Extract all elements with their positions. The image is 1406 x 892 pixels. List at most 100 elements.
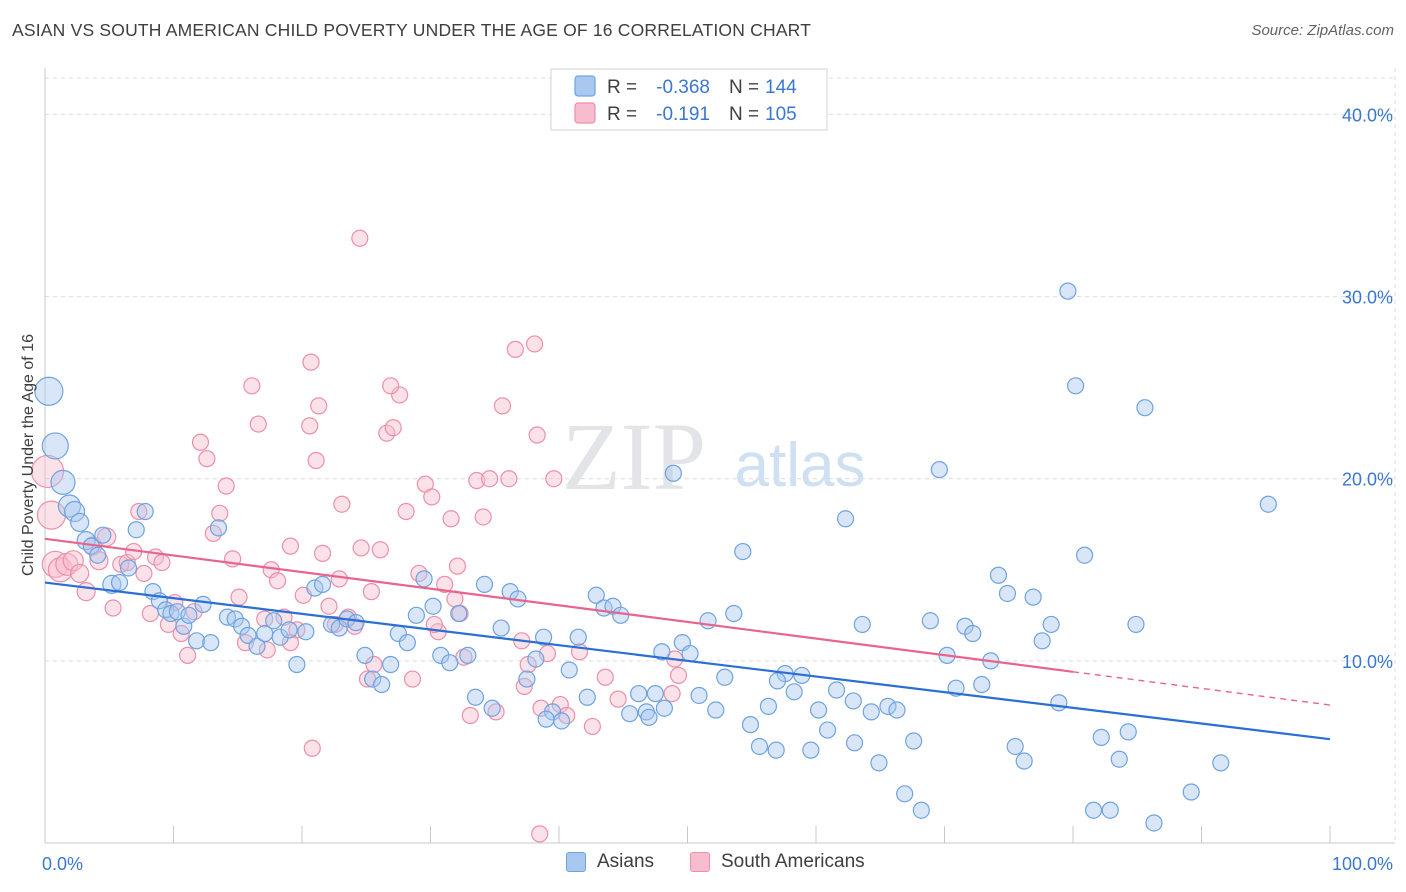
south-americans-point — [461, 706, 479, 725]
south-americans-point — [313, 544, 332, 562]
south-americans-point — [531, 825, 549, 843]
south-americans-point — [351, 229, 369, 247]
asians-point — [1119, 723, 1137, 741]
south-americans-point — [468, 471, 486, 490]
south-americans-point — [62, 550, 84, 572]
asians-point — [844, 692, 862, 710]
y-tick-label: 20.0% — [1342, 470, 1393, 490]
asians-point — [1182, 783, 1200, 801]
south-americans-point — [448, 557, 467, 575]
asians-point — [110, 573, 129, 592]
asians-point — [265, 612, 283, 630]
south-americans-point — [384, 419, 402, 437]
south-americans-point — [76, 582, 96, 602]
asians-point — [912, 801, 930, 819]
asians-point — [1059, 282, 1077, 300]
legend-item-south-americans: South Americans — [690, 851, 865, 873]
watermark: ZIP atlas — [562, 403, 865, 510]
south-americans-point — [258, 641, 276, 659]
asians-point — [1075, 546, 1094, 564]
asians-point — [271, 628, 289, 646]
asians-point — [288, 655, 306, 674]
asians-point — [578, 688, 596, 706]
asians-point — [407, 606, 425, 624]
asians-point — [280, 621, 298, 639]
south-americans-point — [669, 666, 688, 685]
south-americans-point — [493, 397, 512, 415]
asians-point — [382, 655, 400, 674]
south-americans-point — [104, 599, 122, 617]
south-americans-point — [596, 668, 614, 686]
asians-point — [57, 494, 82, 518]
asians-point — [527, 650, 545, 668]
legend-swatch-south-americans — [574, 102, 596, 124]
chart-source: Source: ZipAtlas.com — [1251, 22, 1394, 39]
legend-n-label-south-americans: N = — [729, 104, 759, 125]
south-americans-point — [135, 564, 153, 583]
legend-item-asians: Asians — [566, 851, 654, 873]
asians-point — [1066, 377, 1085, 395]
legend-swatch-asians-bottom — [566, 852, 586, 872]
asians-point — [640, 708, 658, 726]
asians-point — [1006, 737, 1024, 756]
asians-point — [1015, 752, 1033, 770]
south-americans-point — [365, 655, 383, 674]
south-americans-point — [191, 433, 210, 451]
south-americans-point — [481, 470, 499, 488]
y-tick-label: 30.0% — [1342, 288, 1393, 308]
south-americans-point — [382, 377, 400, 395]
trend-lines — [44, 537, 1331, 741]
asians-points — [34, 282, 1277, 832]
south-americans-point — [230, 588, 248, 606]
asians-point — [424, 597, 442, 615]
legend-label-asians: Asians — [597, 851, 655, 872]
south-americans-point — [403, 670, 422, 688]
asians-point — [653, 643, 671, 661]
asians-point — [466, 688, 485, 706]
south-americans-point — [333, 495, 351, 513]
x-tick-label-min: 0.0% — [42, 854, 83, 874]
asians-point — [398, 634, 416, 652]
asians-point — [655, 699, 673, 717]
watermark-zip: ZIP — [562, 403, 706, 510]
legend-n-label-asians: N = — [729, 77, 759, 98]
asians-point — [534, 628, 553, 646]
axes — [44, 68, 1395, 844]
asians-point — [989, 566, 1008, 584]
asians-point — [432, 646, 450, 664]
asians-point — [621, 705, 639, 723]
asians-point — [1145, 814, 1163, 832]
asians-point — [930, 461, 948, 479]
asians-point — [759, 697, 778, 715]
legend-r-value-asians: -0.368 — [656, 77, 710, 98]
asians-point — [741, 716, 760, 734]
south-americans-point — [268, 572, 287, 590]
asians-point — [853, 615, 871, 634]
asians-point — [1110, 750, 1128, 768]
asians-point — [209, 519, 228, 537]
south-americans-point — [70, 563, 90, 584]
asians-point — [441, 654, 459, 672]
asians-point — [888, 701, 906, 719]
asians-point — [162, 604, 180, 623]
asians-point — [1042, 615, 1060, 634]
x-tick-label-max: 100.0% — [1332, 854, 1393, 874]
asians-point — [870, 754, 888, 772]
south-americans-point — [391, 386, 409, 404]
legend-r-label-south-americans: R = — [607, 104, 637, 125]
asians-point — [119, 559, 138, 577]
south-americans-point — [249, 415, 267, 433]
asians-point — [560, 661, 578, 679]
south-americans-point — [663, 685, 681, 703]
correlation-legend: R = -0.368 N = 144 R = -0.191 N = 105 — [550, 68, 828, 131]
asians-point — [1050, 694, 1068, 712]
asians-point — [973, 675, 991, 694]
south-americans-point — [436, 575, 454, 593]
asians-point — [518, 670, 536, 688]
asians-point — [537, 710, 555, 728]
tick-labels: 10.0% 20.0% 30.0% 40.0% 0.0% 100.0% — [42, 105, 1393, 874]
asians-point — [483, 699, 501, 717]
asians-point — [767, 741, 785, 759]
south-americans-point — [301, 417, 319, 435]
